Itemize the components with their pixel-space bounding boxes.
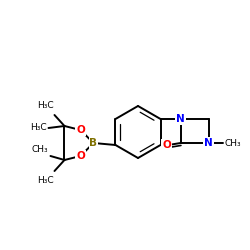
Text: N: N (204, 138, 213, 148)
Text: O: O (76, 125, 85, 135)
Text: N: N (176, 114, 185, 124)
Text: O: O (76, 151, 85, 161)
Text: CH₃: CH₃ (224, 138, 241, 147)
Text: B: B (90, 138, 98, 148)
Text: H₃C: H₃C (37, 101, 54, 110)
Text: O: O (162, 140, 171, 150)
Text: H₃C: H₃C (30, 124, 46, 132)
Text: H₃C: H₃C (37, 176, 54, 185)
Text: CH₃: CH₃ (32, 145, 48, 154)
